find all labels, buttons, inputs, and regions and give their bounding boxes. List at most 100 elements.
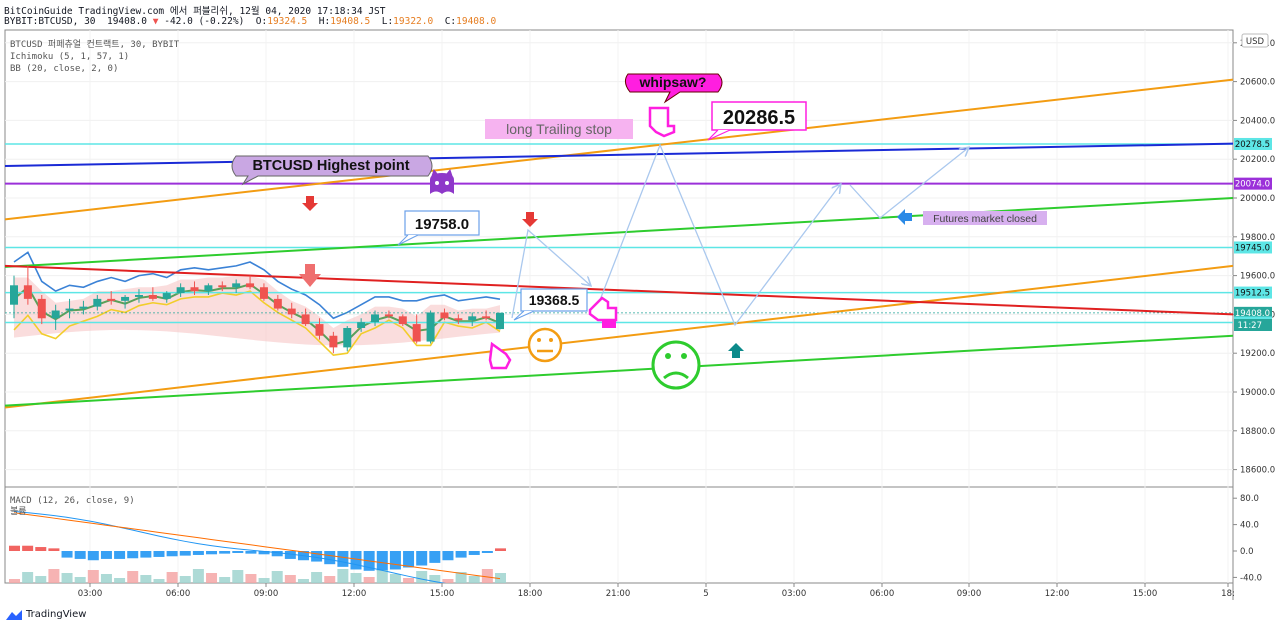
candle-body bbox=[23, 285, 32, 299]
macd-hist-bar bbox=[429, 551, 441, 563]
macd-hist-bar bbox=[284, 551, 296, 559]
candle-body bbox=[440, 312, 449, 319]
signal-line bbox=[13, 512, 501, 580]
price-axis-label: 19745.0 bbox=[1235, 243, 1270, 253]
candle-body bbox=[482, 316, 491, 319]
volume-bar bbox=[219, 577, 231, 583]
x-tick-label: 03:00 bbox=[782, 589, 807, 599]
volume-bar bbox=[297, 579, 309, 583]
macd-hist-bar bbox=[114, 551, 126, 559]
price-axis-label-bg bbox=[1234, 306, 1272, 319]
whipsaw-text: whipsaw? bbox=[639, 74, 707, 90]
chart-header-line1: BitCoinGuide TradingView.com 에서 퍼블리쉬, 12… bbox=[4, 6, 386, 17]
candle-body bbox=[218, 285, 227, 288]
legend-symbol: BTCUSD 퍼페츄얼 컨트랙트, 30, BYBIT bbox=[10, 39, 180, 50]
trailing-stop-text: long Trailing stop bbox=[506, 121, 612, 137]
candle-body bbox=[301, 314, 310, 325]
down-arrow-icon: ▼ bbox=[152, 16, 159, 27]
candle-body bbox=[287, 308, 296, 315]
y-tick-label: 18600.0 bbox=[1240, 466, 1275, 476]
y-tick-label: 20400.0 bbox=[1240, 116, 1275, 126]
volume-legend: 볼륨 bbox=[10, 506, 27, 517]
macd-hist-bar bbox=[495, 548, 506, 551]
x-tick-label: 18: bbox=[1221, 589, 1235, 599]
candle-body bbox=[398, 316, 407, 325]
macd-hist-bar bbox=[35, 547, 47, 551]
macd-hist-bar bbox=[350, 551, 362, 570]
macd-hist-bar bbox=[258, 551, 270, 555]
candle-body bbox=[148, 295, 157, 299]
volume-bar bbox=[232, 570, 244, 583]
countdown-text: 11:27 bbox=[1238, 321, 1263, 331]
volume-bar bbox=[127, 571, 139, 583]
macd-hist-bar bbox=[389, 551, 401, 570]
down-arrow-icon-1 bbox=[302, 196, 318, 211]
macd-hist-bar bbox=[166, 551, 178, 557]
volume-bar bbox=[87, 570, 99, 583]
left-arrow-icon bbox=[897, 209, 912, 225]
macd-hist-bar bbox=[455, 551, 467, 558]
y-tick-label: 18800.0 bbox=[1240, 427, 1275, 437]
change: -42.0 (-0.22%) bbox=[164, 16, 245, 27]
macd-hist-bar bbox=[22, 545, 34, 551]
sad-face-icon bbox=[651, 340, 701, 390]
macd-hist-bar bbox=[271, 551, 283, 557]
footer-brand[interactable]: TradingView bbox=[6, 609, 86, 620]
candle-body bbox=[93, 298, 102, 307]
candle-body bbox=[246, 283, 255, 288]
x-tick-label: 15:00 bbox=[430, 589, 455, 599]
projection-arrows bbox=[511, 143, 968, 327]
x-tick-label: 15:00 bbox=[1133, 589, 1158, 599]
price-axis-label-bg bbox=[1234, 177, 1272, 190]
macd-hist-bar bbox=[337, 551, 349, 567]
macd-hist-bar bbox=[9, 545, 20, 551]
blue-line bbox=[5, 142, 1233, 167]
price-axis-label-bg bbox=[1234, 137, 1272, 150]
price-axis-label-bg bbox=[1234, 241, 1272, 254]
macd-hist-bar bbox=[100, 551, 112, 559]
legend-bb: BB (20, close, 2, 0) bbox=[10, 64, 118, 74]
volume-bar bbox=[481, 569, 493, 583]
candle-body bbox=[315, 324, 324, 336]
price-axis-label: 19408.0 bbox=[1235, 309, 1270, 319]
volume-bar bbox=[429, 575, 441, 583]
volume-bar bbox=[153, 579, 165, 583]
volume-bar bbox=[61, 573, 73, 583]
volume-bar bbox=[179, 576, 191, 583]
y-tick-label: 19800.0 bbox=[1240, 233, 1275, 243]
candle-body bbox=[107, 298, 116, 301]
orange-channel-lower bbox=[5, 264, 1233, 409]
volume-bar bbox=[455, 572, 467, 583]
macd-hist-bar bbox=[61, 551, 73, 558]
candle-body bbox=[204, 285, 213, 292]
currency-badge[interactable] bbox=[1241, 33, 1269, 48]
x-tick-label: 12:00 bbox=[1045, 589, 1070, 599]
volume-bar bbox=[100, 574, 112, 583]
legend-ichimoku: Ichimoku (5, 1, 57, 1) bbox=[10, 52, 129, 62]
candle-body bbox=[176, 287, 185, 294]
hand-pointing-right-icon bbox=[488, 341, 512, 370]
highest-point-callout: BTCUSD Highest point bbox=[231, 155, 433, 186]
macd-tick-label: 0.0 bbox=[1240, 547, 1254, 557]
macd-legend: MACD (12, 26, close, 9) bbox=[10, 496, 135, 506]
volume-bar bbox=[337, 569, 349, 583]
futures-closed-label: Futures market closed bbox=[923, 211, 1047, 225]
macd-hist-bar bbox=[179, 551, 191, 556]
hand-pointing-down-icon bbox=[648, 106, 676, 138]
macd-hist-bar bbox=[127, 551, 139, 559]
low-value: 19322.0 bbox=[393, 16, 434, 27]
macd-hist-bar bbox=[74, 551, 86, 559]
macd-tick-label: 40.0 bbox=[1240, 521, 1259, 531]
candle-body bbox=[65, 308, 74, 311]
candle-body bbox=[134, 295, 143, 297]
macd-hist-bar bbox=[48, 548, 60, 551]
green-channel-upper bbox=[5, 197, 1233, 268]
macd-hist-bar bbox=[311, 551, 323, 562]
candle-body bbox=[162, 293, 171, 299]
macd-tick-label: 80.0 bbox=[1240, 494, 1259, 504]
price-box-19758-text: 19758.0 bbox=[415, 216, 469, 233]
highest-point-text: BTCUSD Highest point bbox=[252, 158, 409, 174]
neutral-face-icon bbox=[527, 327, 563, 363]
price-box-19368: 19368.5 bbox=[513, 288, 588, 321]
